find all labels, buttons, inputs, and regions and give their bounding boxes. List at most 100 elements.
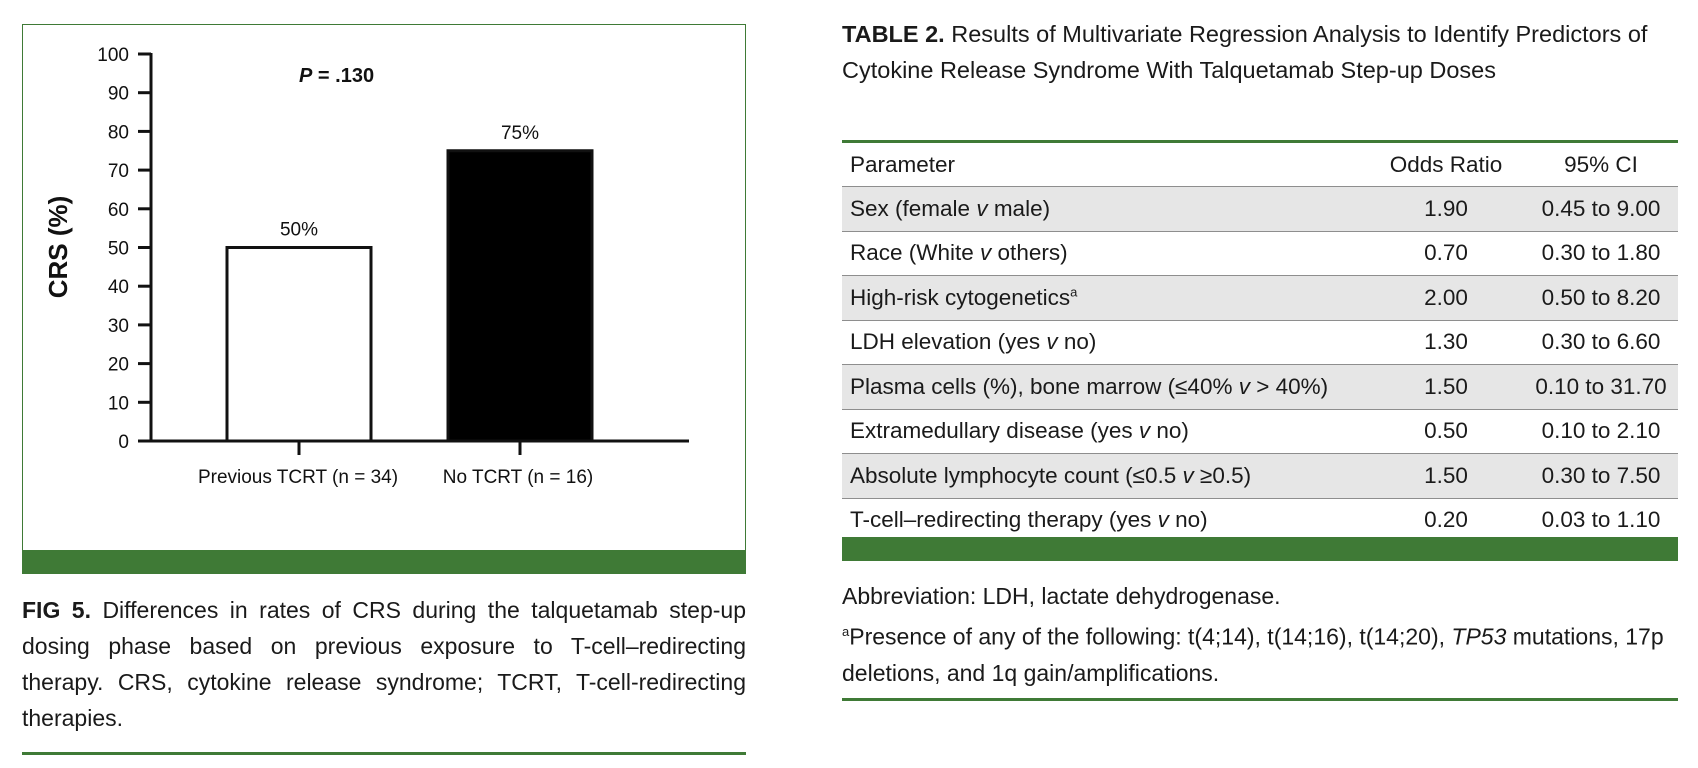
versus-italic: v: [976, 195, 988, 221]
cell-ci: 0.03 to 1.10: [1541, 507, 1661, 533]
bar-no-tcrt: [446, 149, 594, 443]
bar-chart: 0 10 20 30 40 50 60 70 80 90 100 CRS (%) 50% 75% Previ…: [43, 45, 689, 488]
bar-previous-tcrt: [225, 246, 373, 443]
regression-table: Parameter Odds Ratio 95% CI Sex (female …: [842, 143, 1678, 542]
cell-ci: 0.45 to 9.00: [1524, 186, 1678, 232]
x-category-label: Previous TCRT (n = 34): [198, 467, 398, 488]
versus-italic: v: [1182, 462, 1194, 488]
bar-data-label: 50%: [280, 220, 318, 241]
parameter-text: ≥0.5): [1193, 462, 1252, 488]
table-title-text: Results of Multivariate Regression Analy…: [842, 21, 1648, 83]
table-row: Sex (female v male) 1.90 0.45 to 9.00: [842, 186, 1678, 232]
y-tick-label: 70: [108, 161, 129, 182]
cell-parameter: LDH elevation (yes v no): [842, 320, 1368, 365]
parameter-text: High-risk cytogenetics: [850, 284, 1071, 310]
cell-odds-ratio: 1.30: [1368, 320, 1524, 365]
parameter-text: Extramedullary disease (yes: [850, 418, 1139, 444]
parameter-text: T-cell–redirecting therapy (yes: [850, 507, 1158, 533]
cell-odds-ratio: 1.50: [1368, 364, 1524, 410]
table-row: T-cell–redirecting therapy (yes v no) 0.2…: [842, 498, 1678, 542]
table-row: Absolute lymphocyte count (≤0.5 v ≥0.5) 1…: [842, 453, 1678, 499]
table-end-rule: [842, 698, 1678, 701]
parameter-text: Sex (female: [850, 195, 977, 221]
figure-label: FIG 5.: [22, 597, 91, 623]
y-tick-label: 10: [108, 393, 129, 414]
versus-italic: v: [1046, 329, 1058, 355]
table-row: High-risk cytogeneticsa 2.00 0.50 to 8.20: [842, 275, 1678, 321]
footnote-text-2: mutations, 17p deletions, and 1q gain/am…: [842, 623, 1664, 686]
cell-odds-ratio: 1.50: [1368, 453, 1524, 499]
table-header-row: Parameter Odds Ratio 95% CI: [842, 143, 1678, 187]
table-top-rule: [842, 140, 1678, 143]
cell-ci: 0.10 to 31.70: [1524, 364, 1678, 410]
table-bottom-bar: [842, 537, 1678, 561]
footnote-text-1: Presence of any of the following: t(4;14…: [849, 623, 1452, 650]
table-label: TABLE 2.: [842, 21, 945, 47]
parameter-text: Race (White: [850, 240, 981, 266]
y-tick-label: 60: [108, 200, 129, 221]
table-body: Sex (female v male) 1.90 0.45 to 9.00 Race …: [842, 186, 1678, 543]
figure-divider: [22, 752, 746, 755]
cell-parameter: High-risk cytogeneticsa: [842, 275, 1368, 321]
parameter-text: > 40%): [1249, 373, 1329, 399]
x-category-label: No TCRT (n = 16): [443, 467, 593, 488]
figure-panel: 0 10 20 30 40 50 60 70 80 90 100 CRS (%) 50% 75% Previ…: [22, 24, 746, 574]
parameter-text: male): [987, 195, 1051, 221]
cell-ci: 0.50 to 8.20: [1524, 275, 1678, 321]
cell-parameter: Sex (female v male): [842, 186, 1368, 232]
y-tick-label: 0: [118, 432, 129, 453]
table-row: LDH elevation (yes v no) 1.30 0.30 to 6.60: [842, 320, 1678, 365]
y-tick-label: 40: [108, 277, 129, 298]
figure-caption-text: Differences in rates of CRS during the t…: [22, 597, 746, 731]
table-row: Plasma cells (%), bone marrow (≤40% v > …: [842, 364, 1678, 410]
table-notes: Abbreviation: LDH, lactate dehydrogenase…: [842, 578, 1682, 691]
cell-odds-ratio: 1.90: [1368, 186, 1524, 232]
figure-caption: FIG 5. Differences in rates of CRS durin…: [22, 592, 746, 736]
y-tick-label: 20: [108, 355, 129, 376]
abbreviation-note: Abbreviation: LDH, lactate dehydrogenase…: [842, 583, 1281, 609]
versus-italic: v: [980, 240, 992, 266]
parameter-text: no): [1168, 507, 1208, 533]
parameter-text: others): [991, 240, 1068, 266]
figure-footer-bar: [22, 550, 746, 574]
table-title: TABLE 2. Results of Multivariate Regress…: [842, 16, 1682, 88]
cell-parameter: Absolute lymphocyte count (≤0.5 v ≥0.5): [842, 453, 1368, 499]
cell-odds-ratio: 0.20: [1424, 507, 1468, 533]
cell-odds-ratio: 0.50: [1368, 409, 1524, 454]
parameter-text: no): [1057, 329, 1097, 355]
cell-ci: 0.30 to 1.80: [1524, 231, 1678, 276]
y-tick-label: 80: [108, 122, 129, 143]
parameter-text: Absolute lymphocyte count (≤0.5: [850, 462, 1183, 488]
cell-ci: 0.30 to 7.50: [1524, 453, 1678, 499]
column-header-odds-ratio: Odds Ratio: [1368, 143, 1524, 187]
cell-ci: 0.10 to 2.10: [1524, 409, 1678, 454]
cell-parameter: Race (White v others): [842, 231, 1368, 276]
cell-parameter: T-cell–redirecting therapy (yes v no): [842, 498, 1368, 542]
table-row: Race (White v others) 0.70 0.30 to 1.80: [842, 231, 1678, 276]
cell-parameter: Extramedullary disease (yes v no): [842, 409, 1368, 454]
cell-odds-ratio: 0.70: [1368, 231, 1524, 276]
y-tick-label: 30: [108, 316, 129, 337]
column-header-ci: 95% CI: [1524, 143, 1678, 187]
cell-odds-ratio: 2.00: [1368, 275, 1524, 321]
y-tick-label: 90: [108, 84, 129, 105]
table-row: Extramedullary disease (yes v no) 0.50 0.1…: [842, 409, 1678, 454]
versus-italic: v: [1238, 373, 1250, 399]
bar-data-label: 75%: [501, 123, 539, 144]
footnote-ref: a: [1070, 284, 1078, 300]
versus-italic: v: [1157, 507, 1169, 533]
parameter-text: Plasma cells (%), bone marrow (≤40%: [850, 373, 1239, 399]
footnote-marker: a: [842, 624, 850, 639]
p-value-text: = .130: [312, 65, 374, 87]
footnote-gene: TP53: [1451, 623, 1507, 650]
column-header-parameter: Parameter: [842, 143, 1368, 187]
footnote-a: aPresence of any of the following: t(4;1…: [842, 614, 1682, 691]
y-axis-title: CRS (%): [43, 196, 73, 299]
parameter-text: LDH elevation (yes: [850, 329, 1047, 355]
versus-italic: v: [1138, 418, 1151, 444]
cell-parameter: Plasma cells (%), bone marrow (≤40% v > …: [842, 364, 1368, 410]
p-value-annotation: P = .130: [299, 65, 374, 87]
cell-ci: 0.30 to 6.60: [1524, 320, 1678, 365]
p-value-symbol: P: [299, 65, 313, 87]
y-tick-label: 50: [108, 239, 129, 260]
